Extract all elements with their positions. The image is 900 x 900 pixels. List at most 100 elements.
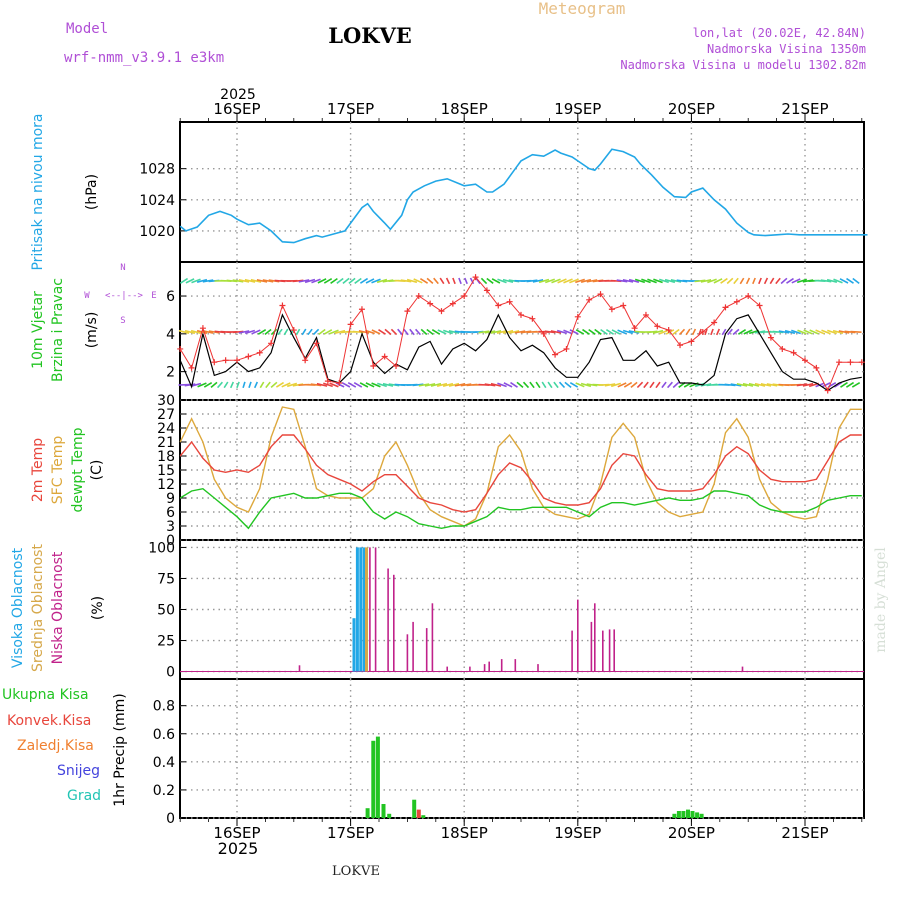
wind-direction-arrow xyxy=(264,328,272,336)
pressure-line xyxy=(179,148,868,244)
wind-direction-arrow xyxy=(371,382,381,388)
wind-direction-arrow xyxy=(238,279,250,283)
wind-direction-arrow xyxy=(516,381,524,389)
low-cloud-bar xyxy=(387,568,389,672)
wind-direction-arrow xyxy=(840,381,848,388)
wind-direction-arrow xyxy=(365,278,375,284)
wind-direction-arrow xyxy=(727,328,733,336)
wind-gust-marker xyxy=(234,357,240,364)
wind-direction-arrow xyxy=(685,328,691,336)
wind-direction-arrow xyxy=(758,277,762,285)
wind-direction-arrow xyxy=(604,383,616,387)
top-date-label: 17SEP xyxy=(327,100,374,118)
low-cloud-bar xyxy=(741,666,744,672)
high-cloud-bar xyxy=(352,618,356,672)
wind-gust-marker xyxy=(302,357,309,364)
wind-direction-arrow xyxy=(760,383,772,387)
wind-direction-arrow xyxy=(529,381,535,389)
wind-direction-arrow xyxy=(833,278,843,284)
wind-direction-arrow xyxy=(535,381,541,389)
wind-gust-marker xyxy=(790,349,797,356)
wind-direction-arrow xyxy=(190,329,202,335)
wind-direction-arrow xyxy=(431,329,441,335)
wind-direction-arrow xyxy=(341,381,351,388)
total-precip-bar xyxy=(371,740,376,818)
y-tick-label: 1024 xyxy=(139,193,175,209)
wind-direction-arrow xyxy=(400,279,412,283)
wind-gust-marker xyxy=(824,387,831,394)
wind-direction-arrow xyxy=(832,329,844,335)
top-date-label: 18SEP xyxy=(441,100,488,118)
wind-direction-arrow xyxy=(833,381,843,388)
wind-gust-marker xyxy=(688,338,695,345)
wind-gust-marker xyxy=(279,302,286,309)
wind-direction-arrow xyxy=(545,278,555,284)
wind-direction-arrow xyxy=(365,329,375,335)
wind-direction-arrow xyxy=(443,329,453,335)
wind-direction-arrow xyxy=(248,381,252,389)
wind-direction-arrow xyxy=(694,279,706,283)
wind-direction-arrow xyxy=(342,277,350,285)
low-cloud-bar xyxy=(613,629,615,672)
wind-direction-arrow xyxy=(277,328,283,336)
wind-direction-arrow xyxy=(352,330,364,334)
wind-direction-arrow xyxy=(643,381,649,389)
wind-direction-arrow xyxy=(210,381,218,389)
y-tick-label: 4 xyxy=(166,327,175,343)
top-date-label: 20SEP xyxy=(668,100,715,118)
y-tick-label: 0.4 xyxy=(153,755,175,771)
wind-direction-arrow xyxy=(490,330,502,334)
wind-direction-arrow xyxy=(672,381,680,389)
wind-direction-arrow xyxy=(791,278,801,284)
wind-direction-arrow xyxy=(503,382,513,388)
wind-direction-arrow xyxy=(382,382,394,387)
wind-gust-marker xyxy=(620,302,627,309)
wind-direction-arrow xyxy=(486,277,494,284)
compass-w: W xyxy=(84,291,90,301)
wind-gust-marker xyxy=(483,287,490,294)
wind-gust-marker xyxy=(586,296,593,303)
wind-speed-line xyxy=(179,313,862,392)
wind-direction-arrow xyxy=(197,382,207,388)
wind-direction-arrow xyxy=(301,328,307,336)
wind-direction-arrow xyxy=(184,329,196,335)
total-precip-bar xyxy=(387,813,392,818)
low-cloud-bar xyxy=(425,628,428,672)
bottom-date-label: 20SEP xyxy=(668,824,715,842)
y-tick-label: 9 xyxy=(166,491,175,507)
wind-gust-marker xyxy=(427,300,434,307)
wind-direction-arrow xyxy=(544,330,556,334)
wind-direction-arrow xyxy=(415,328,421,336)
wind-direction-arrow xyxy=(358,330,370,334)
low-cloud-bar xyxy=(608,629,611,672)
total-precip-bar xyxy=(695,812,700,818)
wind-gust-marker xyxy=(574,313,581,320)
wind-direction-arrow xyxy=(265,381,271,389)
bottom-date-label: 19SEP xyxy=(554,824,601,842)
total-precip-label: Ukupna Kisa xyxy=(2,687,89,703)
wind-direction-arrow xyxy=(229,381,235,389)
cloud-panel: 0 25 50 75 100 xyxy=(148,540,864,681)
wind-direction-arrow xyxy=(244,329,256,335)
wind-gust-marker xyxy=(813,364,820,371)
wind-direction-arrow xyxy=(311,278,321,284)
wind-direction-arrow xyxy=(821,382,831,388)
wind-direction-arrow xyxy=(283,328,289,336)
y-tick-label: 30 xyxy=(157,393,175,409)
wind-direction-arrow xyxy=(250,278,262,283)
wind-direction-arrow xyxy=(588,328,596,335)
wind-direction-arrow xyxy=(295,328,301,336)
low-cloud-bar xyxy=(406,634,409,672)
wind-direction-arrow xyxy=(359,277,369,284)
wind-direction-arrow xyxy=(203,382,213,388)
wind-direction-arrow xyxy=(179,277,189,284)
pressure-unit: (hPa) xyxy=(84,174,100,210)
wind-direction-arrow xyxy=(820,279,832,283)
y-tick-label: 21 xyxy=(157,435,175,451)
wind-direction-arrow xyxy=(454,383,466,387)
wind-gust-marker xyxy=(631,325,638,332)
wind-gust-marker xyxy=(199,325,206,332)
wind-direction-arrow xyxy=(433,277,439,285)
wind-direction-arrow xyxy=(634,278,646,284)
top-date-label: 21SEP xyxy=(781,100,828,118)
